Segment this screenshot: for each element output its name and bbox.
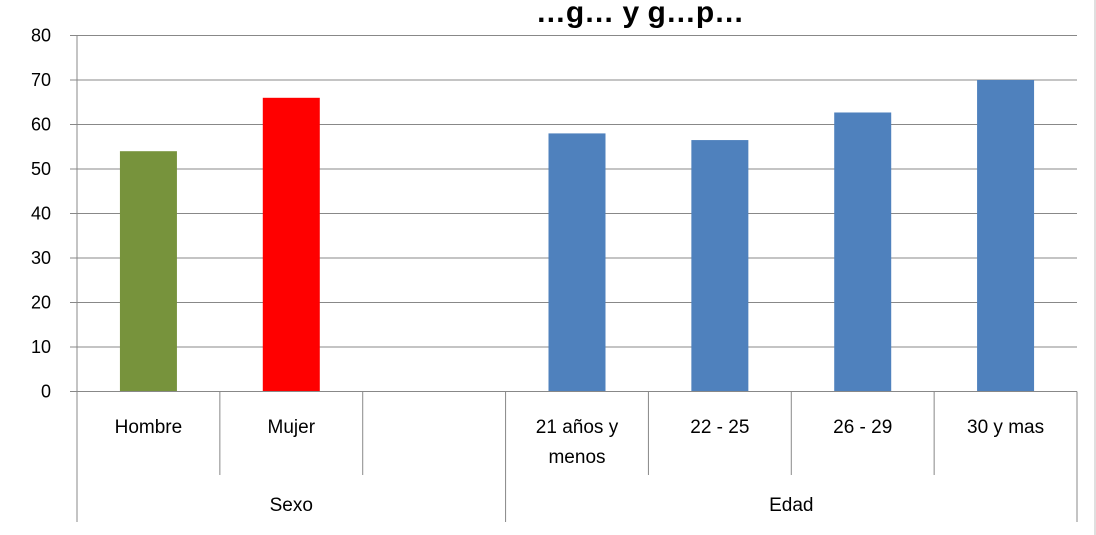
y-tick-label: 70 [31, 70, 51, 90]
y-tick-label: 10 [31, 337, 51, 357]
category-label: 21 años y [536, 417, 619, 438]
category-label: 30 y mas [967, 417, 1044, 438]
bar [977, 80, 1035, 392]
y-tick-label: 20 [31, 293, 51, 313]
y-tick-label: 80 [31, 26, 51, 46]
y-tick-label: 30 [31, 248, 51, 268]
category-label: 22 - 25 [690, 417, 749, 438]
y-tick-label: 50 [31, 159, 51, 179]
group-label: Sexo [270, 495, 313, 516]
bar [691, 140, 749, 392]
category-label: Mujer [268, 417, 316, 438]
group-label: Edad [769, 495, 813, 516]
bar [834, 112, 892, 392]
chart-title: …g… y g…p… [536, 0, 744, 29]
bar [119, 151, 177, 392]
bar [262, 97, 320, 392]
category-label: menos [548, 447, 605, 468]
category-label: 26 - 29 [833, 417, 892, 438]
category-label: Hombre [115, 417, 183, 438]
y-tick-label: 60 [31, 115, 51, 135]
y-tick-label: 0 [41, 382, 51, 402]
bar [548, 133, 606, 392]
y-tick-label: 40 [31, 204, 51, 224]
